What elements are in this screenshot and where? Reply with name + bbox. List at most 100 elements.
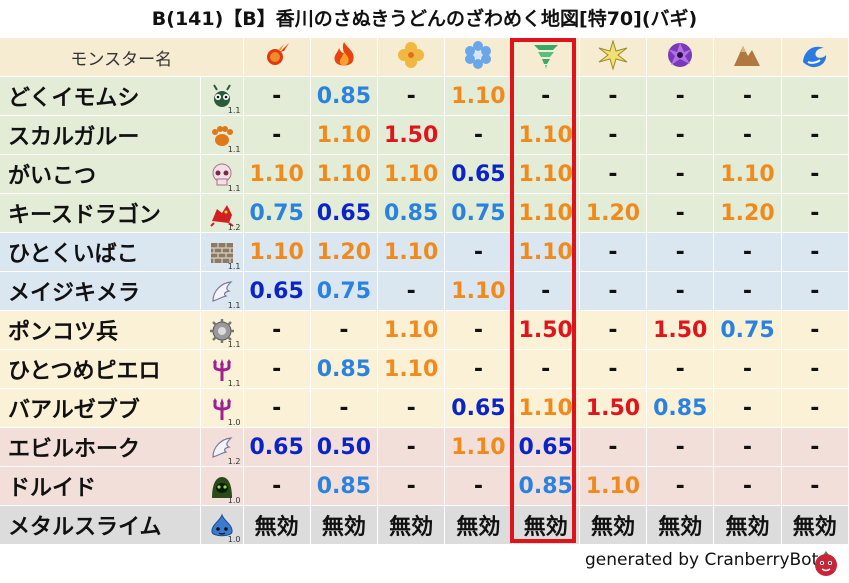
resistance-cell: - (713, 76, 782, 116)
ice-crystal-icon (444, 38, 513, 77)
brick-icon: 1.1 (200, 232, 244, 272)
resistance-cell: 1.10 (377, 349, 446, 389)
resistance-cell: - (713, 388, 782, 428)
resistance-cell: - (444, 349, 513, 389)
multiplier-label: 1.2 (227, 457, 241, 466)
hood-icon: 1.0 (200, 466, 244, 506)
bug-icon: 1.1 (200, 76, 244, 116)
trident-icon: 1.1 (200, 349, 244, 389)
resistance-cell: 無効 (310, 505, 379, 545)
table-row: メイジキメラ 1.1 0.65 0.75-1.10- - - - - (0, 271, 849, 311)
resistance-cell: 1.10 (444, 427, 513, 467)
multiplier-label: 1.0 (227, 418, 241, 427)
resistance-cell: 1.10 (377, 154, 446, 194)
monster-name: ひとつめピエロ (0, 349, 202, 389)
resistance-cell: - (377, 388, 446, 428)
resistance-cell: - (444, 466, 513, 506)
resistance-cell: - (781, 388, 849, 428)
table-row: メタルスライム 1.0 無効 無効 無効 無効 無効 無効 無効 無効 無効 (0, 505, 849, 545)
earth-mountain-icon (713, 38, 782, 77)
resistance-cell: 0.85 (310, 349, 379, 389)
resistance-cell: - (243, 349, 311, 389)
resistance-cell: - (243, 76, 311, 116)
resistance-cell: 0.65 (512, 427, 580, 467)
resistance-cell: - (512, 271, 580, 311)
resistance-cell: - (444, 115, 513, 155)
resistance-cell: - (646, 193, 715, 233)
resistance-cell: - (310, 310, 379, 350)
resistance-cell: 1.50 (512, 310, 580, 350)
multiplier-label: 1.1 (227, 301, 241, 310)
multiplier-label: 1.0 (227, 535, 241, 544)
resistance-cell: 0.65 (243, 427, 311, 467)
skull-icon: 1.1 (200, 154, 244, 194)
resistance-cell: 1.10 (713, 154, 782, 194)
resistance-cell: 0.85 (377, 193, 446, 233)
resistance-cell: 無効 (781, 505, 849, 545)
resistance-cell: - (781, 154, 849, 194)
multiplier-label: 1.1 (227, 145, 241, 154)
multiplier-label: 1.1 (227, 340, 241, 349)
resistance-cell: 1.10 (512, 154, 580, 194)
monster-name: スカルガルー (0, 115, 202, 155)
resistance-cell: - (377, 271, 446, 311)
resistance-cell: - (646, 466, 715, 506)
monster-name: メイジキメラ (0, 271, 202, 311)
light-burst-icon (579, 38, 648, 77)
table-row: ひとくいばこ 1.1 1.10 1.20 1.10-1.10- - - - (0, 232, 849, 272)
resistance-cell: 0.65 (444, 388, 513, 428)
resistance-cell: - (579, 427, 648, 467)
monster-name: ドルイド (0, 466, 202, 506)
resistance-cell: 1.10 (579, 466, 648, 506)
multiplier-label: 1.1 (227, 184, 241, 193)
resistance-cell: 1.10 (512, 232, 580, 272)
resistance-cell: 1.10 (310, 154, 379, 194)
resistance-cell: - (243, 388, 311, 428)
resistance-cell: - (243, 115, 311, 155)
resistance-cell: 1.10 (243, 154, 311, 194)
resistance-cell: - (781, 271, 849, 311)
resistance-cell: 1.10 (512, 388, 580, 428)
resistance-cell: 1.20 (310, 232, 379, 272)
resistance-cell: 0.85 (310, 466, 379, 506)
clover-icon (377, 38, 446, 77)
dark-swirl-icon (646, 38, 715, 77)
resistance-cell: - (579, 76, 648, 116)
resistance-cell: 無効 (713, 505, 782, 545)
monster-name: メタルスライム (0, 505, 202, 545)
resistance-cell: - (713, 427, 782, 467)
resistance-cell: - (781, 76, 849, 116)
resistance-table: モンスター名 どくイモムシ 1.1-0.85-1.10- - - - - スカルガルー 1.1… (0, 38, 849, 545)
resistance-cell: - (646, 349, 715, 389)
multiplier-label: 1.2 (227, 223, 241, 232)
resistance-cell: 0.50 (310, 427, 379, 467)
resistance-cell: - (781, 349, 849, 389)
resistance-cell: 1.10 (310, 115, 379, 155)
fire-icon (243, 38, 311, 77)
table-row: ポンコツ兵 1.1- -1.10-1.50-1.50 0.75- (0, 310, 849, 350)
monster-name: エビルホーク (0, 427, 202, 467)
table-row: ドルイド 1.0-0.85- -0.85 1.10- - - (0, 466, 849, 506)
resistance-cell: - (646, 427, 715, 467)
resistance-cell: - (646, 115, 715, 155)
table-row: エビルホーク 1.2 0.65 0.50-1.10 0.65- - - - (0, 427, 849, 467)
resistance-cell: - (579, 271, 648, 311)
resistance-cell: - (377, 427, 446, 467)
resistance-cell: 1.20 (579, 193, 648, 233)
monster-name: キースドラゴン (0, 193, 202, 233)
resistance-cell: 1.50 (377, 115, 446, 155)
resistance-cell: 0.85 (512, 466, 580, 506)
monster-name: バアルゼブブ (0, 388, 202, 428)
resistance-cell: - (713, 349, 782, 389)
resistance-cell: 0.75 (243, 193, 311, 233)
cranberry-logo-icon (812, 549, 840, 581)
resistance-cell: - (444, 310, 513, 350)
resistance-cell: 1.10 (512, 115, 580, 155)
resistance-cell: - (310, 388, 379, 428)
tornado-icon (512, 38, 580, 77)
resistance-cell: - (646, 271, 715, 311)
water-wave-icon (781, 38, 849, 77)
resistance-cell: 1.50 (646, 310, 715, 350)
resistance-cell: 無効 (243, 505, 311, 545)
resistance-cell: 無効 (579, 505, 648, 545)
